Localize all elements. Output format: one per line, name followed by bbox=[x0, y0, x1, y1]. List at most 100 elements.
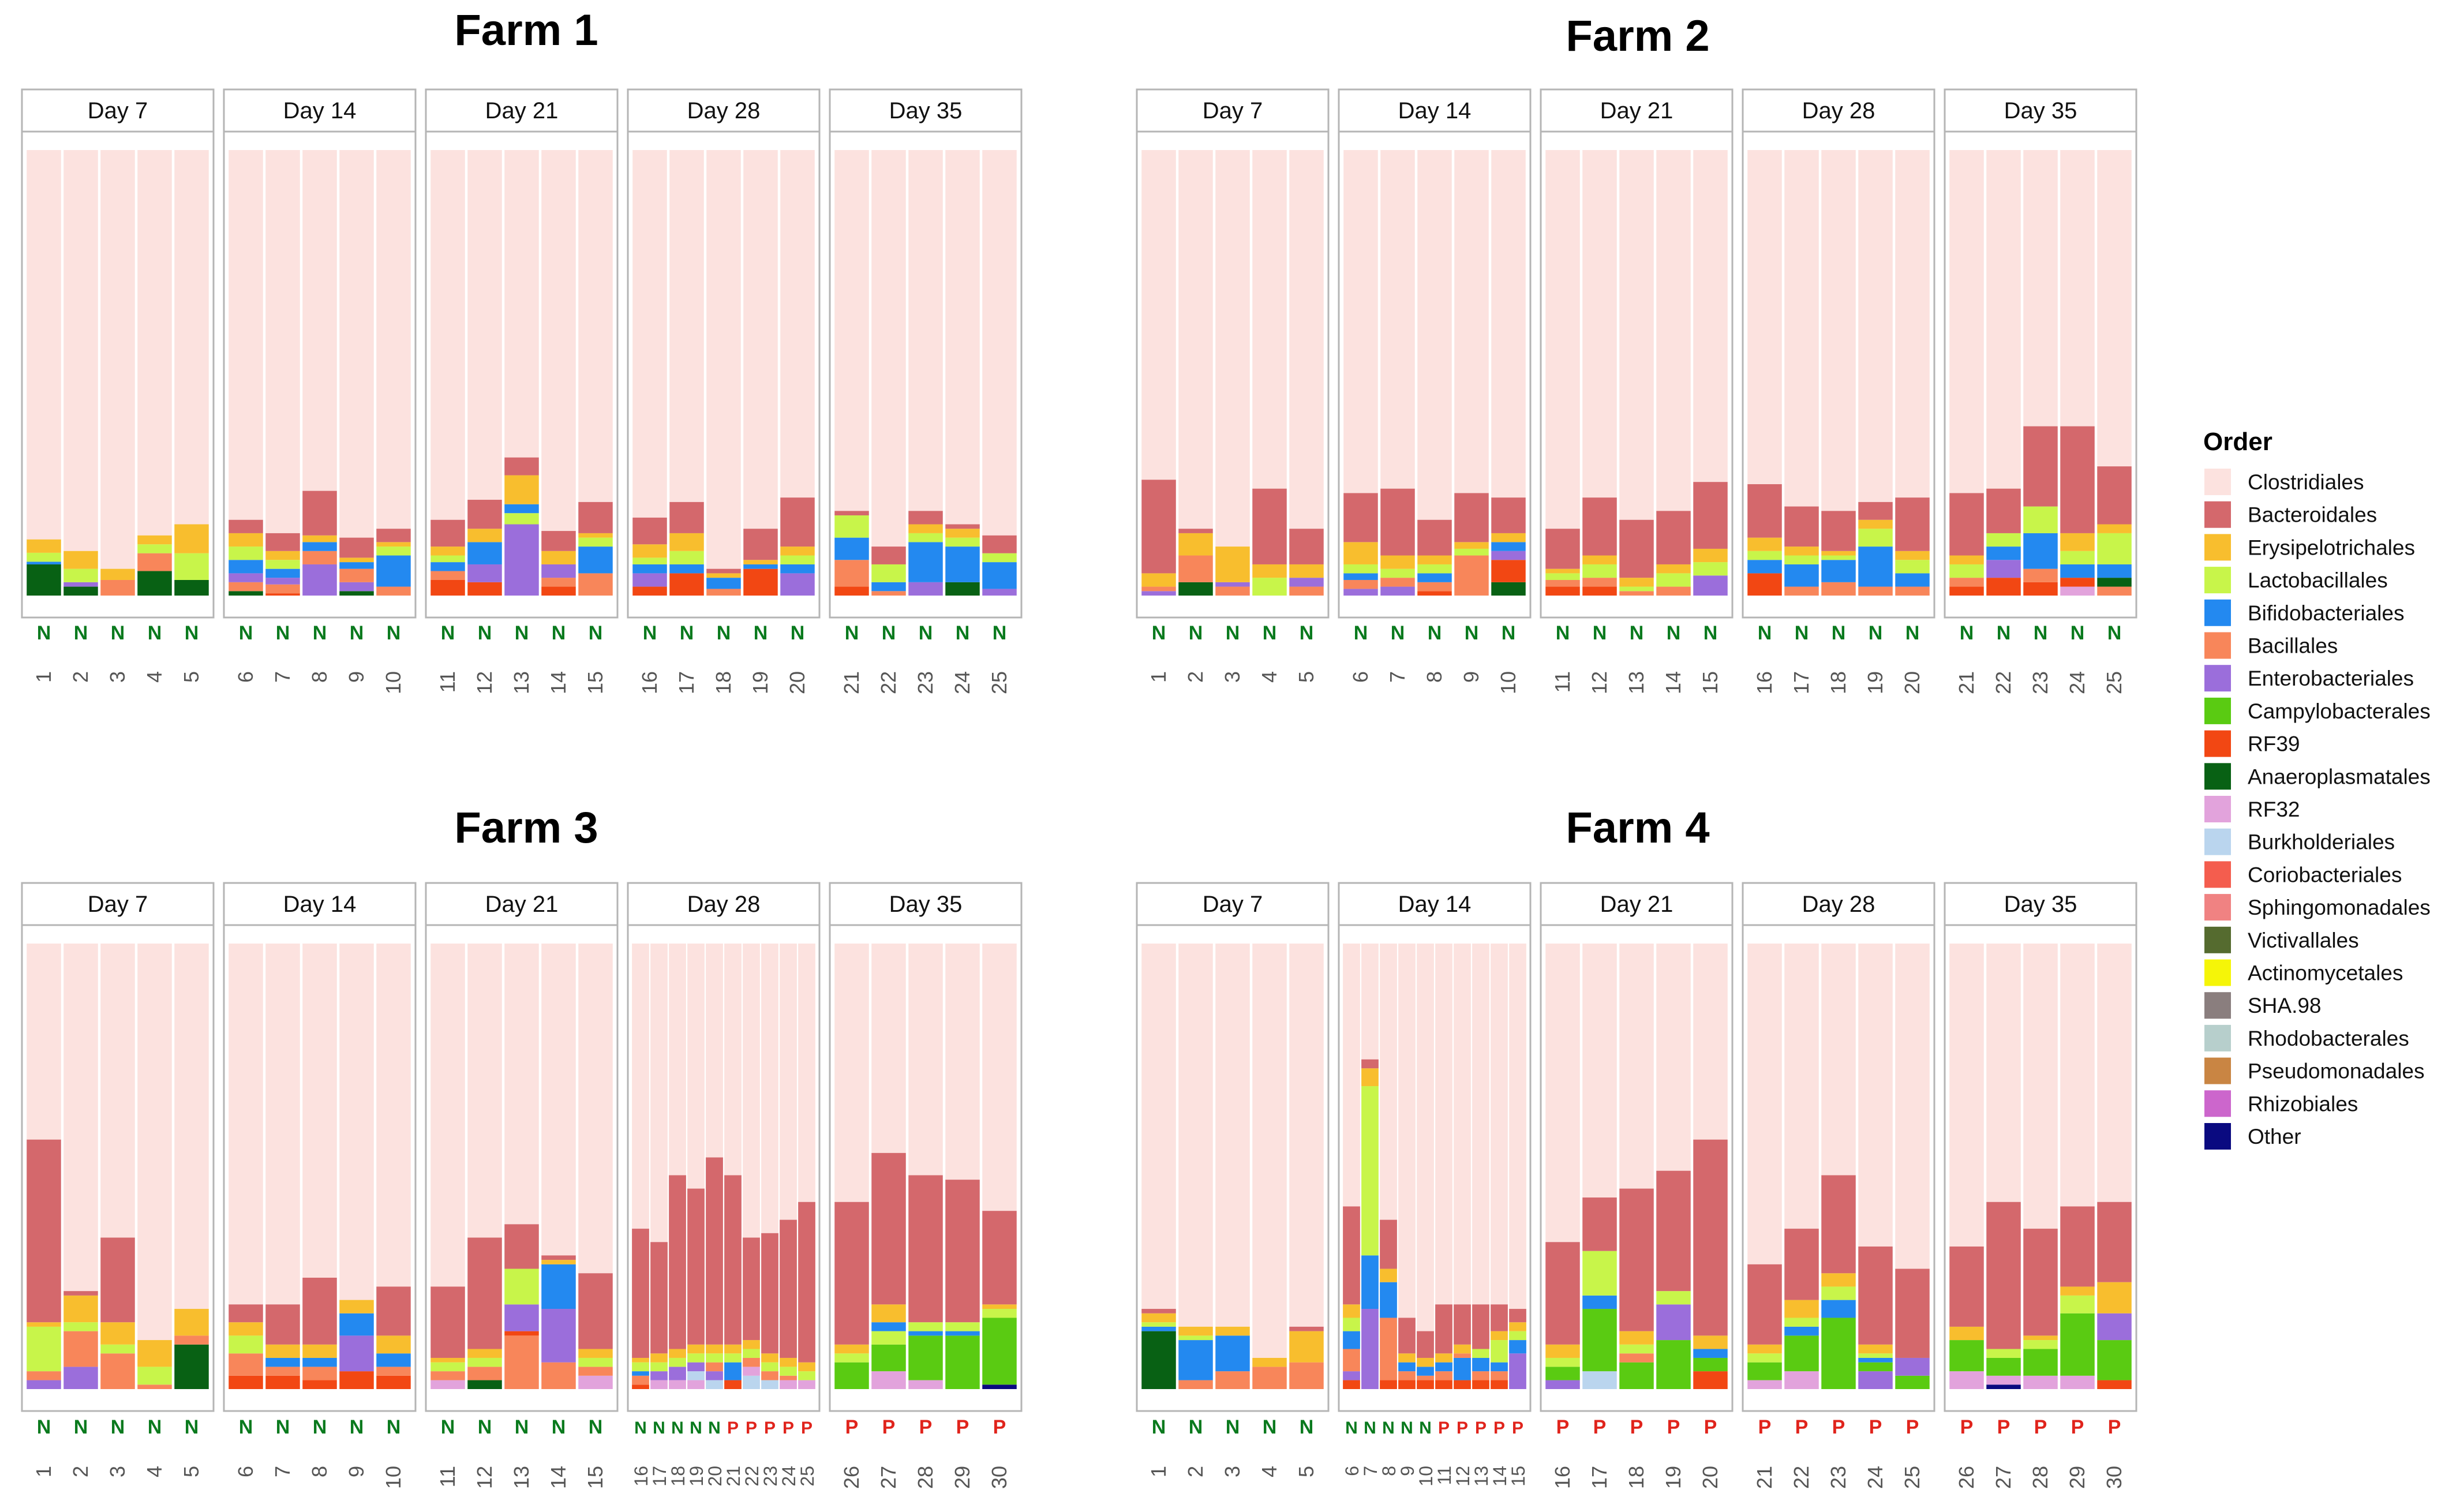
status-label: N bbox=[148, 622, 162, 644]
bar-segment-lactobacillales bbox=[1693, 562, 1728, 576]
x-tick-label: 17 bbox=[1588, 1466, 1611, 1489]
status-label: N bbox=[1391, 622, 1405, 644]
bar-segment-erysipelotrichales bbox=[1398, 1353, 1416, 1363]
bar-segment-erysipelotrichales bbox=[1509, 1322, 1526, 1331]
bar-segment-erysipelotrichales bbox=[1215, 1326, 1250, 1336]
legend-label: Campylobacterales bbox=[2248, 699, 2431, 723]
status-label: N bbox=[2071, 622, 2085, 644]
x-tick-label: 12 bbox=[473, 1466, 496, 1489]
bar-segment-clostridiales bbox=[2023, 944, 2058, 1229]
facet-header bbox=[829, 882, 1023, 926]
bar-segment-lactobacillales bbox=[1472, 1349, 1489, 1358]
bar-segment-lactobacillales bbox=[1417, 564, 1452, 574]
bar-segment-bacillales bbox=[430, 571, 465, 580]
bar-segment-enterobacteriales bbox=[1986, 560, 2021, 578]
status-label: N bbox=[239, 1416, 253, 1438]
bar-segment-bacillales bbox=[1435, 1371, 1452, 1380]
bar-segment-bifidobacteriales bbox=[504, 504, 539, 514]
status-label: N bbox=[111, 1416, 125, 1438]
bar-segment-campylobacterales bbox=[834, 1362, 869, 1389]
bar-segment-rf32 bbox=[2060, 1375, 2095, 1389]
bar-segment-bifidobacteriales bbox=[2060, 564, 2095, 578]
bar-segment-bacillales bbox=[1178, 1380, 1213, 1389]
status-label: P bbox=[1960, 1416, 1974, 1438]
x-tick-label: 1 bbox=[1147, 671, 1170, 683]
x-tick-label: 8 bbox=[1379, 1466, 1399, 1476]
bar-segment-lactobacillales bbox=[27, 1326, 61, 1372]
bar-segment-erysipelotrichales bbox=[376, 1335, 411, 1354]
status-label: N bbox=[276, 622, 290, 644]
bar-segment-bacteroidales bbox=[1252, 488, 1287, 564]
bar-segment-bacteroidales bbox=[669, 501, 704, 533]
bar-segment-enterobacteriales bbox=[63, 1367, 98, 1389]
x-tick-label: 7 bbox=[1386, 671, 1409, 683]
bar-segment-clostridiales bbox=[908, 150, 943, 511]
status-label: N bbox=[1401, 1419, 1413, 1438]
bar-segment-bifidobacteriales bbox=[265, 568, 300, 578]
bar-segment-bacteroidales bbox=[339, 537, 374, 558]
bar-segment-clostridiales bbox=[541, 944, 576, 1256]
bar-segment-enterobacteriales bbox=[1491, 551, 1526, 560]
bar-segment-clostridiales bbox=[1895, 944, 1930, 1269]
bar-segment-bifidobacteriales bbox=[1178, 1340, 1213, 1380]
bar-segment-bifidobacteriales bbox=[1858, 547, 1893, 587]
bar-segment-rf39 bbox=[1491, 1380, 1508, 1389]
bar-segment-erysipelotrichales bbox=[376, 542, 411, 547]
bar-segment-clostridiales bbox=[63, 150, 98, 551]
bar-segment-bacteroidales bbox=[1509, 1309, 1526, 1323]
bar-segment-bifidobacteriales bbox=[871, 582, 906, 592]
x-tick-label: 21 bbox=[1753, 1466, 1776, 1489]
bar-segment-bacillales bbox=[541, 1362, 576, 1389]
x-tick-label: 13 bbox=[1471, 1466, 1492, 1487]
bar-segment-bacteroidales bbox=[1454, 493, 1489, 542]
bar-segment-bifidobacteriales bbox=[908, 1331, 943, 1336]
bar-segment-rf39 bbox=[467, 582, 502, 596]
bar-segment-bacteroidales bbox=[780, 497, 815, 547]
bar-segment-bacteroidales bbox=[1545, 529, 1580, 569]
bar-segment-campylobacterales bbox=[1582, 1309, 1617, 1372]
bar-segment-campylobacterales bbox=[1693, 1357, 1728, 1372]
bar-segment-erysipelotrichales bbox=[743, 1340, 760, 1349]
bar-segment-bifidobacteriales bbox=[982, 562, 1017, 589]
bar-segment-campylobacterales bbox=[945, 1335, 980, 1389]
bar-segment-erysipelotrichales bbox=[100, 568, 135, 580]
x-tick-label: 15 bbox=[583, 671, 607, 694]
bar-segment-clostridiales bbox=[376, 944, 411, 1287]
bar-segment-erysipelotrichales bbox=[908, 524, 943, 533]
bar-segment-lactobacillales bbox=[1619, 586, 1654, 592]
x-tick-label: 7 bbox=[1360, 1466, 1381, 1476]
bar-segment-clostridiales bbox=[541, 150, 576, 532]
bar-segment-bacillales bbox=[541, 578, 576, 587]
bar-segment-erysipelotrichales bbox=[871, 1304, 906, 1323]
bar-segment-enterobacteriales bbox=[706, 1371, 723, 1380]
bar-segment-lactobacillales bbox=[982, 553, 1017, 563]
bar-segment-rf39 bbox=[1454, 1380, 1471, 1389]
bar-segment-erysipelotrichales bbox=[174, 524, 209, 553]
x-tick-label: 22 bbox=[1789, 1466, 1813, 1489]
bar-segment-clostridiales bbox=[302, 944, 337, 1278]
bar-segment-lactobacillales bbox=[1545, 573, 1580, 580]
bar-segment-erysipelotrichales bbox=[339, 1300, 374, 1313]
bar-segment-erysipelotrichales bbox=[632, 1357, 649, 1363]
x-tick-label: 24 bbox=[778, 1466, 799, 1487]
bar-segment-bacillales bbox=[302, 551, 337, 564]
x-tick-label: 14 bbox=[546, 1466, 570, 1489]
status-label: N bbox=[313, 622, 327, 644]
status-label: N bbox=[1667, 622, 1681, 644]
bar-segment-bacteroidales bbox=[27, 1139, 61, 1323]
bar-segment-bacteroidales bbox=[1289, 1326, 1324, 1331]
bar-segment-enterobacteriales bbox=[669, 1367, 686, 1380]
x-tick-label: 6 bbox=[234, 671, 257, 683]
bar-segment-lactobacillales bbox=[1582, 1251, 1617, 1296]
legend-label: RF32 bbox=[2248, 798, 2300, 821]
bar-segment-lactobacillales bbox=[1858, 529, 1893, 547]
bar-segment-erysipelotrichales bbox=[798, 1362, 815, 1372]
bar-segment-bacillales bbox=[1949, 578, 1984, 587]
x-tick-label: 3 bbox=[106, 1466, 129, 1477]
status-label: N bbox=[37, 622, 51, 644]
bar-segment-rf39 bbox=[1491, 560, 1526, 582]
x-tick-label: 18 bbox=[712, 671, 735, 694]
bar-segment-clostridiales bbox=[2097, 944, 2132, 1202]
status-label: N bbox=[1300, 1416, 1314, 1438]
bar-segment-rf32 bbox=[798, 1380, 815, 1389]
